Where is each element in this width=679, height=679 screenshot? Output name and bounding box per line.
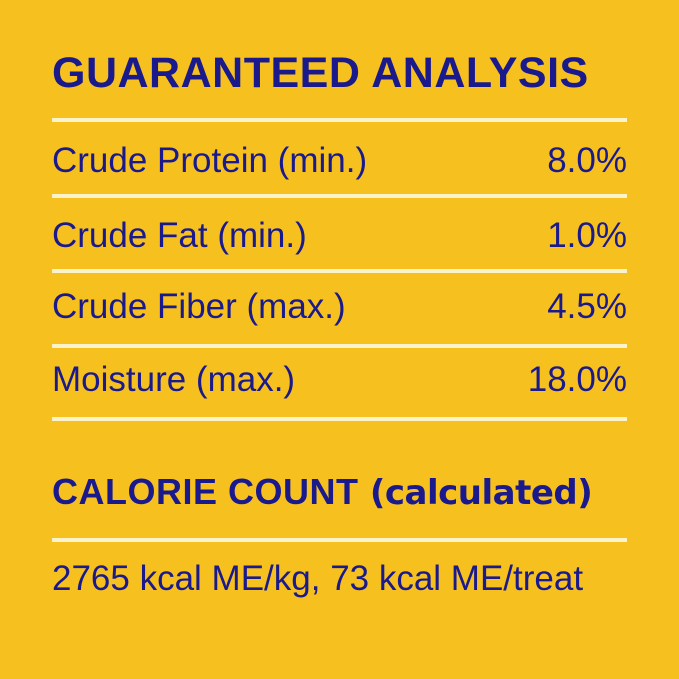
- nutrient-value: 1.0%: [547, 216, 627, 255]
- calorie-count-heading-qualifier: (calculated): [358, 473, 593, 513]
- divider-rule: [52, 417, 627, 421]
- analysis-row: Crude Fiber (max.) 4.5%: [52, 287, 627, 327]
- analysis-row: Crude Fat (min.) 1.0%: [52, 216, 627, 256]
- nutrient-value: 4.5%: [547, 287, 627, 326]
- nutrient-value: 8.0%: [547, 141, 627, 180]
- nutrient-label: Crude Fiber (max.): [52, 287, 346, 326]
- divider-rule: [52, 538, 627, 542]
- divider-rule: [52, 269, 627, 273]
- nutrient-label: Crude Protein (min.): [52, 141, 368, 180]
- calorie-statement: 2765 kcal ME/kg, 73 kcal ME/treat: [52, 559, 584, 598]
- nutrient-label: Crude Fat (min.): [52, 216, 307, 255]
- analysis-row: Crude Protein (min.) 8.0%: [52, 141, 627, 181]
- label-content: GUARANTEED ANALYSIS Crude Protein (min.)…: [52, 0, 627, 679]
- calorie-count-heading: CALORIE COUNT (calculated): [52, 471, 627, 514]
- divider-rule: [52, 118, 627, 122]
- divider-rule: [52, 194, 627, 198]
- guaranteed-analysis-heading: GUARANTEED ANALYSIS: [52, 49, 589, 97]
- analysis-row: Moisture (max.) 18.0%: [52, 360, 627, 400]
- nutrient-label: Moisture (max.): [52, 360, 296, 399]
- nutrient-value: 18.0%: [527, 360, 627, 399]
- calorie-count-heading-main: CALORIE COUNT: [52, 471, 359, 512]
- divider-rule: [52, 344, 627, 348]
